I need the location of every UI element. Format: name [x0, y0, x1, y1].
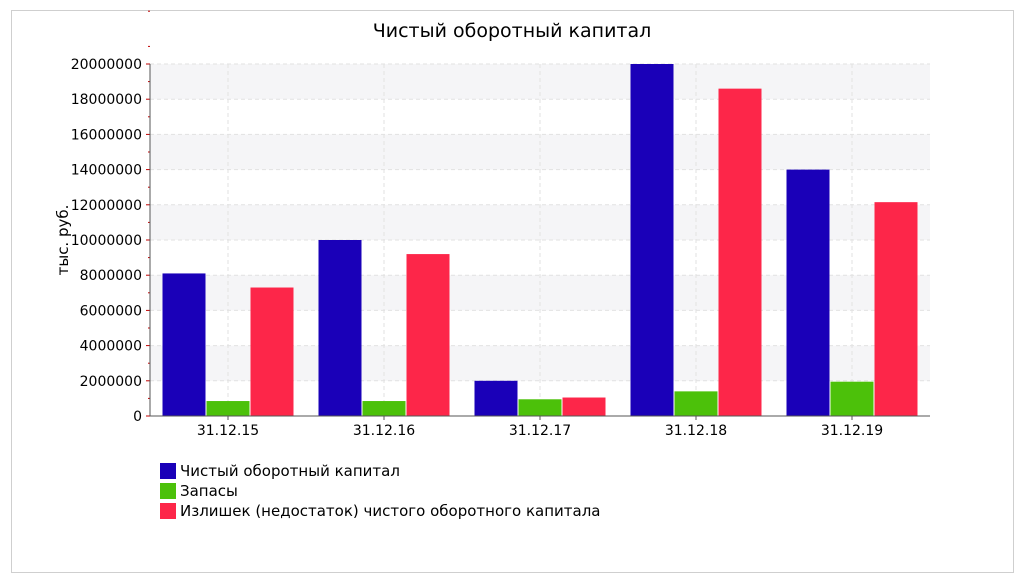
x-tick-label: 31.12.18 — [665, 423, 727, 439]
bar — [250, 287, 294, 416]
x-tick-label: 31.12.16 — [353, 423, 415, 439]
bar — [562, 397, 606, 416]
x-tick-label: 31.12.15 — [197, 423, 259, 439]
y-tick-label: 0 — [133, 409, 142, 425]
legend-label: Запасы — [180, 482, 238, 500]
y-tick-label: 14000000 — [71, 163, 142, 179]
legend-swatch-net-working-capital — [160, 463, 176, 479]
y-tick-label: 18000000 — [71, 92, 142, 108]
x-tick-labels: 31.12.15 31.12.16 31.12.17 31.12.18 31.12.19 — [197, 423, 883, 439]
bar — [674, 391, 718, 416]
legend-item: Чистый оборотный капитал — [160, 461, 601, 481]
y-axis-label: тыс. руб. — [54, 205, 72, 276]
axes-group — [146, 10, 930, 420]
y-tick-label: 12000000 — [71, 198, 142, 214]
bar — [206, 401, 250, 416]
bar — [162, 273, 206, 416]
bar — [830, 381, 874, 416]
legend: Чистый оборотный капитал Запасы Излишек … — [160, 461, 601, 521]
bar — [874, 202, 918, 416]
bar — [362, 401, 406, 416]
bar — [406, 254, 450, 416]
y-tick-label: 4000000 — [80, 339, 142, 355]
bar — [630, 64, 674, 416]
y-tick-label: 8000000 — [80, 268, 142, 284]
y-tick-label: 20000000 — [71, 57, 142, 73]
bars-group — [162, 64, 918, 416]
bar — [474, 380, 518, 416]
x-tick-label: 31.12.19 — [821, 423, 883, 439]
legend-label: Излишек (недостаток) чистого оборотного … — [180, 502, 601, 520]
legend-swatch-surplus — [160, 503, 176, 519]
y-tick-label: 6000000 — [80, 303, 142, 319]
legend-item: Излишек (недостаток) чистого оборотного … — [160, 501, 601, 521]
bar — [518, 399, 562, 416]
y-tick-label: 10000000 — [71, 233, 142, 249]
x-tick-label: 31.12.17 — [509, 423, 571, 439]
y-tick-label: 16000000 — [71, 127, 142, 143]
bar — [786, 169, 830, 416]
bar — [718, 88, 762, 416]
y-tick-label: 2000000 — [80, 374, 142, 390]
legend-item: Запасы — [160, 481, 601, 501]
chart-title: Чистый оборотный капитал — [372, 20, 652, 42]
legend-label: Чистый оборотный капитал — [180, 462, 400, 480]
bar — [318, 240, 362, 416]
y-tick-labels: 0 2000000 4000000 6000000 8000000 10000000 120… — [71, 57, 142, 425]
legend-swatch-inventory — [160, 483, 176, 499]
